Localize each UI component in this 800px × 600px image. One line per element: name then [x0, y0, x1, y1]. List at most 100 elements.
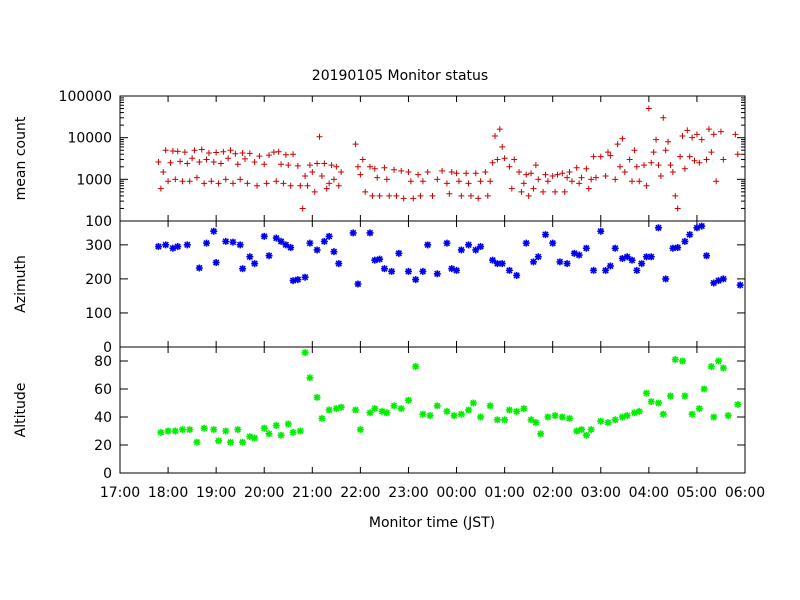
data-point	[582, 244, 590, 252]
data-point	[186, 426, 194, 434]
data-point	[265, 252, 273, 260]
data-point	[260, 232, 268, 240]
x-tick-label: 04:00	[629, 485, 669, 501]
data-point	[525, 192, 532, 199]
data-point	[679, 357, 686, 365]
data-point	[172, 176, 179, 183]
data-point	[314, 160, 321, 167]
data-point	[511, 156, 518, 163]
data-point	[313, 393, 321, 401]
data-point	[641, 162, 648, 169]
data-point	[686, 231, 694, 239]
data-point	[499, 143, 506, 150]
data-point	[352, 141, 359, 148]
y-tick-label: 100	[85, 214, 112, 230]
data-point	[458, 192, 465, 199]
data-point	[679, 132, 686, 139]
x-tick-label: 03:00	[581, 485, 621, 501]
data-point	[472, 170, 479, 177]
data-point	[513, 271, 521, 279]
data-point	[398, 167, 405, 174]
data-point	[273, 178, 280, 185]
data-point	[332, 405, 340, 413]
data-point	[559, 170, 566, 177]
data-point	[265, 430, 273, 438]
data-point	[410, 195, 417, 202]
data-point	[208, 178, 215, 185]
x-tick-label: 20:00	[244, 485, 284, 501]
data-point	[443, 239, 451, 247]
data-point	[482, 168, 489, 175]
data-point	[213, 149, 220, 156]
data-point	[655, 162, 662, 169]
data-point	[366, 229, 374, 237]
data-point	[508, 185, 515, 192]
data-point	[629, 178, 636, 185]
data-point	[383, 176, 390, 183]
data-point	[494, 156, 501, 163]
data-point	[246, 253, 254, 261]
data-point	[573, 164, 580, 171]
data-point	[239, 149, 246, 156]
data-point	[453, 266, 461, 274]
data-point	[516, 168, 523, 175]
data-point	[311, 188, 318, 195]
data-point	[695, 405, 703, 413]
data-point	[386, 192, 393, 199]
data-point	[604, 419, 612, 427]
data-point	[522, 239, 530, 247]
data-point	[654, 399, 662, 407]
panel-altitude: 0 20 40 60 80 Altitude	[13, 346, 746, 482]
data-point	[698, 136, 705, 143]
data-point	[183, 241, 191, 249]
data-point	[424, 241, 432, 249]
data-point	[434, 176, 441, 183]
x-tick-label: 22:00	[340, 485, 380, 501]
data-point	[222, 427, 230, 435]
data-point	[698, 222, 706, 230]
data-point	[469, 399, 477, 407]
data-point	[606, 262, 614, 270]
data-point	[354, 280, 362, 288]
data-point	[566, 414, 574, 422]
data-point	[544, 178, 551, 185]
data-point	[419, 267, 427, 275]
data-point	[302, 173, 309, 180]
data-point	[237, 176, 244, 183]
data-point	[489, 159, 496, 166]
data-point	[304, 182, 311, 189]
data-point	[693, 224, 701, 232]
data-point	[554, 171, 561, 178]
data-point	[643, 182, 650, 189]
data-point	[366, 409, 374, 417]
data-point	[239, 265, 247, 273]
data-point	[244, 180, 251, 187]
data-point	[433, 402, 441, 410]
data-point	[313, 246, 321, 254]
data-point	[287, 182, 294, 189]
data-point	[465, 180, 472, 187]
data-point	[323, 185, 330, 192]
data-point	[234, 426, 242, 434]
data-point	[450, 412, 458, 420]
data-point	[354, 163, 361, 170]
data-point	[505, 406, 513, 414]
x-tick-label: 06:00	[725, 485, 765, 501]
data-point	[612, 176, 619, 183]
data-point	[160, 168, 167, 175]
data-point	[404, 396, 412, 404]
data-point	[636, 178, 643, 185]
data-point	[463, 170, 470, 177]
data-point	[446, 190, 453, 197]
data-point	[338, 168, 345, 175]
data-point	[672, 192, 679, 199]
data-point	[263, 180, 270, 187]
data-point	[674, 205, 681, 212]
y-tick-label: 40	[94, 410, 112, 426]
data-point	[424, 168, 431, 175]
x-tick-label: 01:00	[484, 485, 524, 501]
data-point	[193, 438, 201, 446]
data-point	[532, 419, 540, 427]
data-point	[337, 403, 345, 411]
